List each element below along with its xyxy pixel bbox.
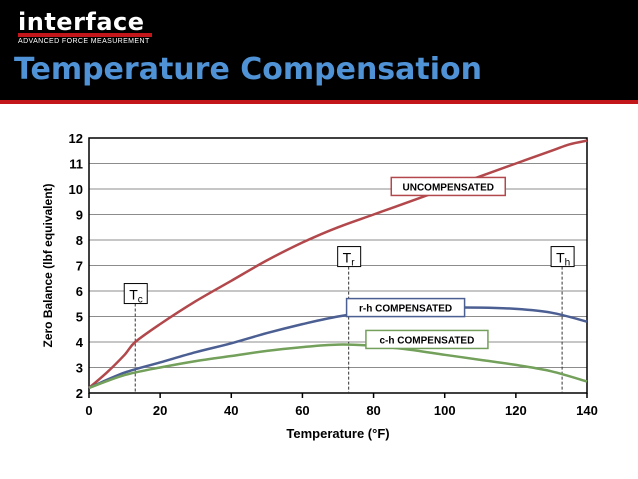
series-label-1: r-h COMPENSATED <box>359 304 452 315</box>
y-tick-label: 12 <box>69 131 83 146</box>
marker-label-c: Tc <box>129 287 143 306</box>
x-tick-label: 100 <box>434 403 456 418</box>
series-label-box-1 <box>345 297 466 318</box>
marker-box-h <box>550 246 575 268</box>
series-label-0: UNCOMPENSATED <box>403 182 494 193</box>
series-line-0 <box>88 139 588 389</box>
x-tick-label: 120 <box>505 403 527 418</box>
series-line-1 <box>88 306 588 390</box>
brand-logo: interface <box>18 8 145 36</box>
x-tick-label: 140 <box>576 403 598 418</box>
x-tick-label: 40 <box>224 403 238 418</box>
series-label-2: c-h COMPENSATED <box>380 335 475 346</box>
x-tick-label: 0 <box>85 403 92 418</box>
y-tick-label: 10 <box>69 182 83 197</box>
y-tick-label: 3 <box>76 361 83 376</box>
y-tick-label: 11 <box>69 157 83 172</box>
marker-label-r: Tr <box>343 250 356 269</box>
header-divider <box>0 100 638 104</box>
plot-frame <box>88 137 588 394</box>
y-tick-label: 8 <box>76 233 83 248</box>
series-label-box-0 <box>390 176 507 197</box>
slide-header <box>0 0 638 100</box>
y-tick-label: 7 <box>76 259 83 274</box>
logo-underline <box>18 33 152 37</box>
marker-box-c <box>123 283 148 305</box>
series-label-box-2 <box>365 329 489 350</box>
y-tick-label: 4 <box>76 335 84 350</box>
x-tick-label: 80 <box>366 403 380 418</box>
series-line-2 <box>88 343 588 390</box>
y-tick-label: 6 <box>76 284 83 299</box>
brand-tagline: ADVANCED FORCE MEASUREMENT <box>18 38 150 45</box>
x-axis-label: Temperature (°F) <box>286 426 389 441</box>
x-tick-label: 60 <box>295 403 309 418</box>
y-tick-label: 9 <box>76 208 83 223</box>
marker-box-r <box>337 246 362 268</box>
x-tick-label: 20 <box>153 403 167 418</box>
y-tick-label: 5 <box>76 310 83 325</box>
y-tick-label: 2 <box>76 386 83 401</box>
y-axis-label: Zero Balance (lbf equivalent) <box>41 183 55 347</box>
marker-label-h: Th <box>556 250 570 269</box>
slide-title: Temperature Compensation <box>14 52 482 87</box>
